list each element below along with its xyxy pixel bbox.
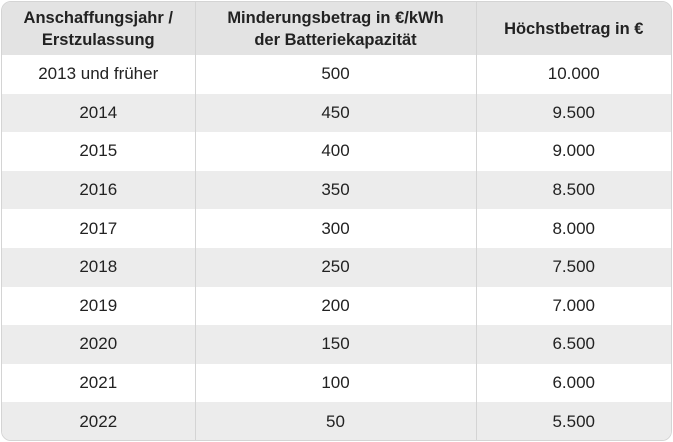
- cell-max-amount: 8.000: [476, 209, 671, 248]
- cell-reduction: 150: [195, 325, 477, 364]
- table-row: 2021 100 6.000: [2, 363, 671, 403]
- cell-max-amount: 6.500: [476, 325, 671, 364]
- table-header: Anschaffungsjahr / Erstzulassung Minderu…: [2, 2, 671, 55]
- table-row: 2017 300 8.000: [2, 209, 671, 248]
- cell-year: 2013 und früher: [2, 55, 196, 94]
- cell-reduction: 500: [195, 55, 477, 94]
- cell-reduction: 400: [195, 132, 477, 171]
- cell-reduction: 300: [195, 209, 477, 248]
- cell-year: 2014: [2, 93, 196, 133]
- cell-max-amount: 9.000: [476, 132, 671, 171]
- cell-max-amount: 6.000: [476, 363, 671, 403]
- column-header-max-amount: Höchstbetrag in €: [476, 2, 671, 55]
- cell-year: 2020: [2, 325, 196, 364]
- header-line: der Batteriekapazität: [254, 30, 417, 49]
- cell-year: 2016: [2, 170, 196, 210]
- cell-year: 2019: [2, 286, 196, 326]
- cell-reduction: 50: [195, 402, 477, 440]
- cell-year: 2015: [2, 132, 196, 171]
- header-line: Höchstbetrag in €: [504, 19, 644, 38]
- cell-reduction: 100: [195, 363, 477, 403]
- cell-year: 2018: [2, 247, 196, 287]
- table-row: 2019 200 7.000: [2, 286, 671, 326]
- header-line: Anschaffungsjahr /: [23, 8, 173, 27]
- table-body: 2013 und früher 500 10.000 2014 450 9.50…: [2, 55, 671, 440]
- cell-max-amount: 5.500: [476, 402, 671, 440]
- cell-year: 2017: [2, 209, 196, 248]
- table-row: 2016 350 8.500: [2, 170, 671, 210]
- header-line: Erstzulassung: [41, 30, 155, 49]
- cell-reduction: 350: [195, 170, 477, 210]
- cell-max-amount: 10.000: [476, 55, 671, 94]
- table-row: 2020 150 6.500: [2, 325, 671, 364]
- table-row: 2014 450 9.500: [2, 93, 671, 133]
- cell-year: 2021: [2, 363, 196, 403]
- cell-year: 2022: [2, 402, 196, 440]
- cell-reduction: 450: [195, 93, 477, 133]
- table-row: 2018 250 7.500: [2, 247, 671, 287]
- column-header-year: Anschaffungsjahr / Erstzulassung: [2, 2, 196, 55]
- column-header-reduction: Minderungsbetrag in €/kWh der Batterieka…: [195, 2, 477, 55]
- cell-reduction: 200: [195, 286, 477, 326]
- cell-max-amount: 7.500: [476, 247, 671, 287]
- table-row: 2013 und früher 500 10.000: [2, 55, 671, 94]
- cell-max-amount: 8.500: [476, 170, 671, 210]
- table-row: 2015 400 9.000: [2, 132, 671, 171]
- cell-max-amount: 7.000: [476, 286, 671, 326]
- cell-reduction: 250: [195, 247, 477, 287]
- header-line: Minderungsbetrag in €/kWh: [227, 8, 444, 27]
- header-row: Anschaffungsjahr / Erstzulassung Minderu…: [2, 2, 671, 55]
- table-row: 2022 50 5.500: [2, 402, 671, 440]
- cell-max-amount: 9.500: [476, 93, 671, 133]
